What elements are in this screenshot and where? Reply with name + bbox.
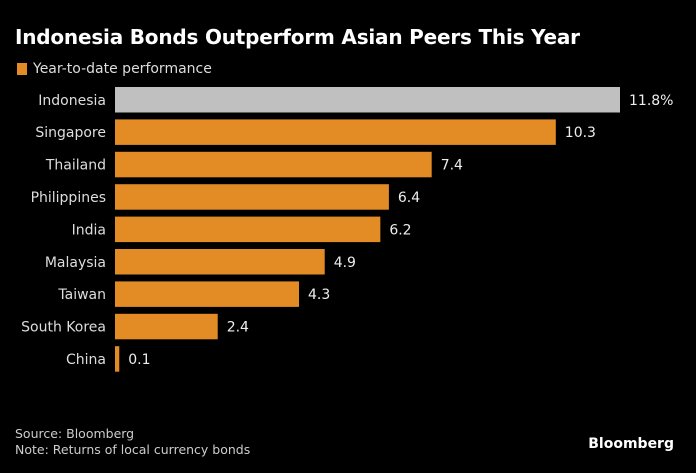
legend: Year-to-date performance: [17, 61, 212, 77]
value-label: 6.2: [389, 222, 411, 238]
footnote: Note: Returns of local currency bonds: [15, 442, 251, 457]
category-label: India: [72, 222, 106, 238]
category-label: China: [66, 352, 106, 368]
value-label: 7.4: [441, 158, 463, 174]
category-label: Singapore: [35, 125, 106, 141]
category-label: South Korea: [21, 320, 106, 336]
value-label: 6.4: [398, 190, 420, 206]
bar-thailand: [115, 151, 432, 178]
value-label: 2.4: [227, 320, 249, 336]
bar-singapore: [115, 119, 556, 145]
bar-china: [115, 346, 120, 372]
category-label: Indonesia: [38, 93, 106, 109]
bar-south-korea: [115, 313, 218, 340]
bar-taiwan: [115, 281, 300, 307]
value-label: 10.3: [565, 125, 596, 141]
category-label: Taiwan: [57, 287, 106, 303]
legend-swatch: [17, 63, 27, 75]
value-label: 4.3: [308, 287, 330, 303]
value-label: 11.8%: [629, 93, 673, 109]
category-label: Thailand: [45, 158, 106, 174]
bar-india: [115, 216, 381, 243]
chart-title: Indonesia Bonds Outperform Asian Peers T…: [15, 25, 580, 49]
footer: Source: Bloomberg Note: Returns of local…: [15, 426, 250, 458]
category-label: Malaysia: [45, 255, 106, 271]
bar-philippines: [115, 184, 389, 210]
source-note: Source: Bloomberg: [15, 426, 135, 441]
bloomberg-logo: Bloomberg: [588, 436, 674, 452]
bar-malaysia: [115, 249, 325, 275]
value-label: 0.1: [128, 352, 150, 368]
value-label: 4.9: [334, 255, 356, 271]
legend-label: Year-to-date performance: [33, 61, 212, 77]
bar-indonesia: [115, 87, 620, 113]
category-label: Philippines: [31, 190, 106, 206]
